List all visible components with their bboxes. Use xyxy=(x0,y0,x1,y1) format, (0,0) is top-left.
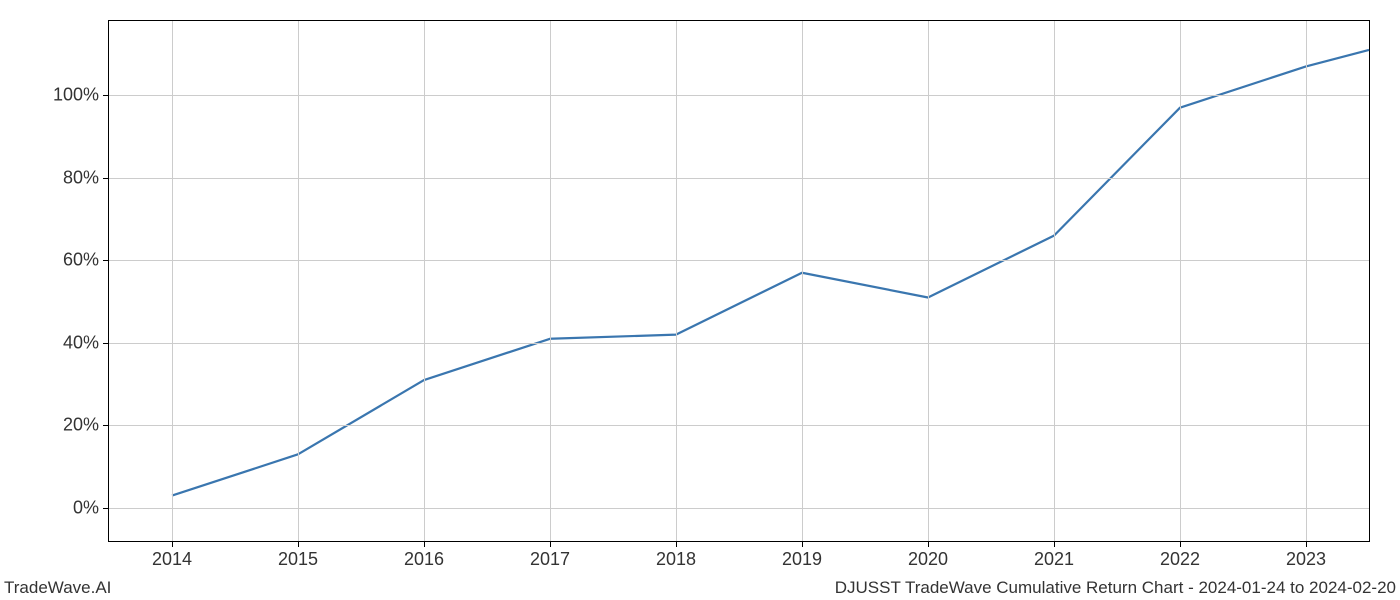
ytick-label: 80% xyxy=(63,167,109,188)
footer-brand: TradeWave.AI xyxy=(4,578,111,598)
xtick-label: 2015 xyxy=(278,541,318,570)
gridline-v xyxy=(298,21,299,541)
gridline-v xyxy=(550,21,551,541)
xtick-label: 2021 xyxy=(1034,541,1074,570)
footer-title: DJUSST TradeWave Cumulative Return Chart… xyxy=(835,578,1396,598)
gridline-v xyxy=(802,21,803,541)
gridline-v xyxy=(676,21,677,541)
ytick-label: 0% xyxy=(73,497,109,518)
xtick-label: 2016 xyxy=(404,541,444,570)
ytick-label: 100% xyxy=(53,85,109,106)
gridline-v xyxy=(1054,21,1055,541)
xtick-label: 2022 xyxy=(1160,541,1200,570)
gridline-v xyxy=(424,21,425,541)
xtick-label: 2014 xyxy=(152,541,192,570)
gridline-v xyxy=(928,21,929,541)
xtick-label: 2020 xyxy=(908,541,948,570)
ytick-label: 60% xyxy=(63,250,109,271)
chart-container: 0% 20% 40% 60% 80% 100% 2014 2015 2016 2017 2018 20… xyxy=(0,0,1400,600)
series-line xyxy=(172,50,1369,496)
xtick-label: 2023 xyxy=(1286,541,1326,570)
plot-area: 0%20%40%60%80%100%2014201520162017201820… xyxy=(108,20,1370,542)
gridline-v xyxy=(1306,21,1307,541)
gridline-v xyxy=(172,21,173,541)
xtick-label: 2018 xyxy=(656,541,696,570)
ytick-label: 20% xyxy=(63,415,109,436)
ytick-label: 40% xyxy=(63,332,109,353)
gridline-v xyxy=(1180,21,1181,541)
xtick-label: 2019 xyxy=(782,541,822,570)
xtick-label: 2017 xyxy=(530,541,570,570)
